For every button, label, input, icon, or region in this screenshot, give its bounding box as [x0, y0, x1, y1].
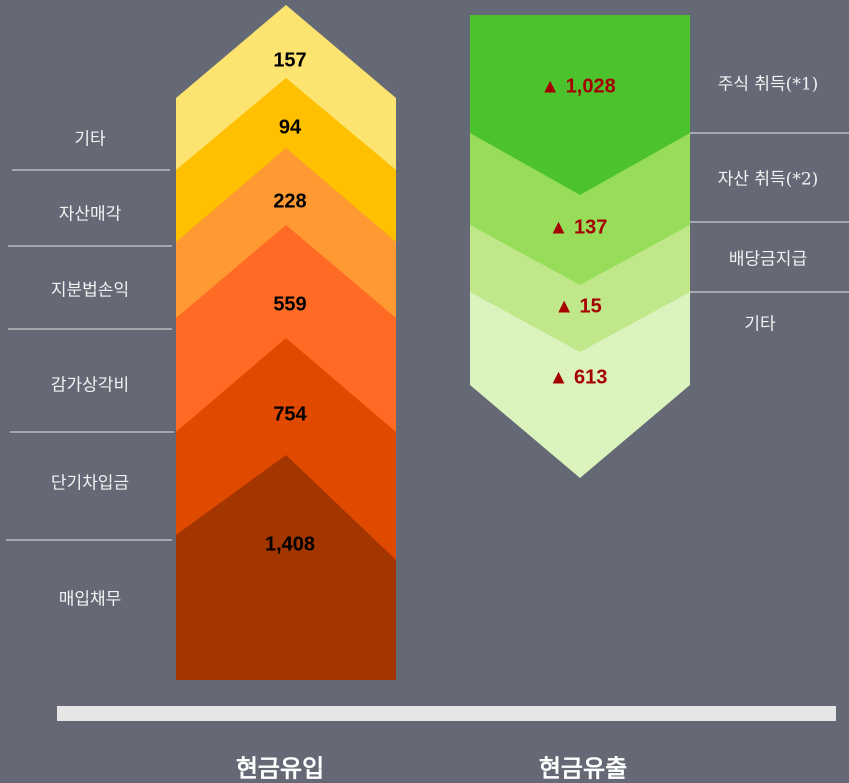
inflow-layer	[176, 455, 396, 680]
inflow-value: 754	[273, 403, 307, 425]
inflow-label: 지분법손익	[51, 281, 129, 301]
inflow-label: 자산매각	[59, 205, 122, 225]
outflow-label: 기타	[744, 315, 776, 335]
inflow-value: 228	[273, 190, 306, 212]
inflow-title: 현금유입	[236, 754, 324, 783]
inflow-label: 감가상각비	[51, 376, 129, 396]
outflow-value: ▲ 1,028	[540, 75, 615, 97]
inflow-label: 매입채무	[59, 590, 122, 610]
inflow-value: 1,408	[265, 533, 315, 555]
base-bar	[57, 706, 836, 721]
outflow-value: ▲ 137	[549, 216, 608, 238]
inflow-label: 기타	[74, 130, 106, 150]
outflow-layer	[470, 15, 690, 195]
outflow-value: ▲ 15	[554, 295, 602, 317]
inflow-value: 94	[279, 116, 302, 138]
inflow-value: 559	[273, 293, 306, 315]
inflow-label: 단기차입금	[51, 474, 129, 494]
outflow-label: 배당금지급	[729, 250, 807, 270]
outflow-title: 현금유출	[539, 754, 627, 783]
outflow-label: 주식 취득(*1)	[718, 75, 819, 95]
inflow-value: 157	[273, 49, 306, 71]
outflow-label: 자산 취득(*2)	[718, 170, 819, 190]
outflow-value: ▲ 613	[549, 366, 608, 388]
